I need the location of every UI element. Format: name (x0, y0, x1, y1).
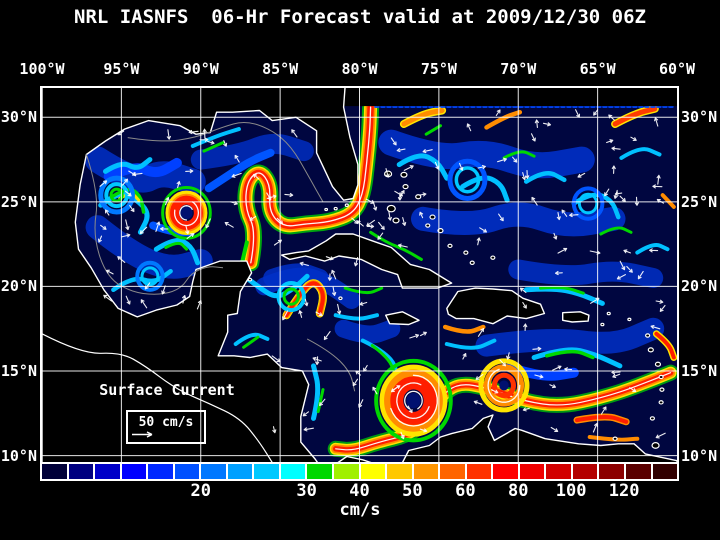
colorbar-segment (334, 464, 359, 479)
lon-tick-label: 95°W (103, 60, 140, 78)
lon-tick-label: 80°W (341, 60, 378, 78)
colorbar-segment (201, 464, 226, 479)
colorbar-segment (466, 464, 492, 479)
lat-tick-label: 25°N (681, 192, 718, 211)
lon-tick-label: 70°W (500, 60, 537, 78)
colorbar-segment (493, 464, 518, 479)
colorbar-tick-label: 20 (190, 481, 211, 501)
land-puerto-rico (562, 311, 590, 323)
colorbar-tick-label: 100 (555, 481, 587, 501)
colorbar-segment (254, 464, 279, 479)
vector-scale-value: 50 cm/s (138, 415, 194, 430)
surface-current-map (42, 88, 677, 462)
colorbar-tick-label: 30 (296, 481, 317, 501)
land-south-america (401, 414, 677, 462)
lat-tick-label: 20°N (681, 277, 718, 296)
lat-tick-label: 30°N (0, 108, 37, 127)
land-panama (337, 455, 372, 462)
colorbar-segment (599, 464, 625, 479)
lat-tick-label: 25°N (0, 192, 37, 211)
colorbar-unit: cm/s (339, 500, 381, 520)
colorbar-segment (174, 464, 200, 479)
lon-tick-label: 100°W (19, 60, 65, 78)
colorbar-segment (360, 464, 386, 479)
lat-tick-label: 30°N (681, 108, 718, 127)
colorbar-segment (626, 464, 651, 479)
lon-tick-label: 90°W (182, 60, 219, 78)
colorbar-tick-label: 80 (508, 481, 529, 501)
lat-tick-label: 10°N (0, 446, 37, 465)
lon-tick-label: 75°W (420, 60, 457, 78)
lon-tick-label: 65°W (579, 60, 616, 78)
land-hispaniola (446, 287, 546, 325)
colorbar-segment (121, 464, 147, 479)
lat-tick-label: 10°N (681, 446, 718, 465)
lat-tick-label: 15°N (681, 362, 718, 381)
lon-tick-label: 85°W (262, 60, 299, 78)
land-jamaica (385, 311, 420, 326)
colorbar-segment (42, 464, 67, 479)
colorbar-segment (227, 464, 253, 479)
lat-tick-label: 15°N (0, 362, 37, 381)
colorbar-segment (280, 464, 306, 479)
lon-tick-label: 60°W (658, 60, 696, 78)
colorbar-segment (546, 464, 571, 479)
colorbar-segment (148, 464, 173, 479)
map-frame: Surface Current 50 cm/s (40, 86, 679, 464)
colorbar-segment (307, 464, 333, 479)
plot-title: NRL IASNFS 06-Hr Forecast valid at 2009/… (74, 6, 646, 28)
colorbar (40, 462, 679, 481)
colorbar-segment (68, 464, 94, 479)
colorbar-tick-label: 40 (349, 481, 370, 501)
vector-scale-box: 50 cm/s (126, 410, 206, 444)
colorbar-tick-label: 120 (608, 481, 640, 501)
surface-current-label: Surface Current (99, 381, 235, 399)
colorbar-segment (413, 464, 439, 479)
colorbar-segment (387, 464, 412, 479)
colorbar-tick-label: 50 (402, 481, 423, 501)
colorbar-tick-label: 60 (455, 481, 476, 501)
colorbar-segment (519, 464, 545, 479)
colorbar-segment (572, 464, 598, 479)
scale-arrow-icon (132, 431, 153, 438)
colorbar-segment (440, 464, 465, 479)
colorbar-segment (652, 464, 678, 479)
lat-tick-label: 20°N (0, 277, 37, 296)
colorbar-segment (95, 464, 120, 479)
